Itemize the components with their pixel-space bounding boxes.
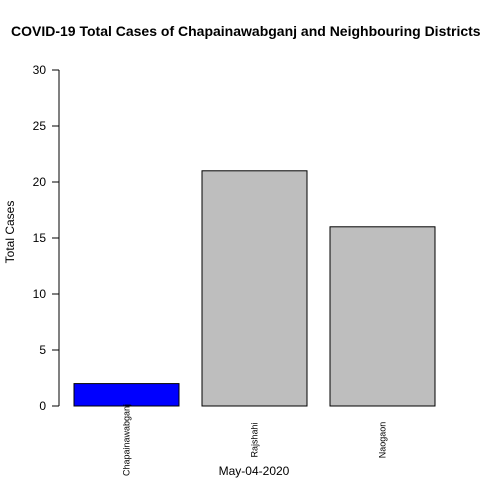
x-tick-label: Rajshahi: [250, 422, 260, 457]
x-tick-label: Chapainawabganj: [122, 404, 132, 476]
y-tick-label: 15: [33, 231, 47, 245]
chart-title: COVID-19 Total Cases of Chapainawabganj …: [11, 23, 480, 39]
x-tick-label: Naogaon: [378, 422, 388, 459]
bar-naogaon: [329, 226, 436, 407]
y-tick-label: 25: [33, 119, 47, 133]
y-tick-label: 10: [33, 287, 47, 301]
y-tick-label: 5: [39, 343, 46, 357]
y-tick-label: 20: [33, 175, 47, 189]
x-axis-label: May-04-2020: [219, 464, 290, 478]
y-tick-label: 0: [39, 399, 46, 413]
y-tick-label: 30: [33, 63, 47, 77]
x-tick-labels: Chapainawabganj Rajshahi Naogaon: [122, 404, 388, 476]
y-axis: 0 5 10 15 20 25 30: [33, 63, 60, 413]
bar-rajshahi: [201, 170, 308, 407]
bars: [73, 170, 436, 407]
y-axis-label: Total Cases: [3, 201, 17, 264]
bar-chapainawabganj: [73, 383, 180, 407]
